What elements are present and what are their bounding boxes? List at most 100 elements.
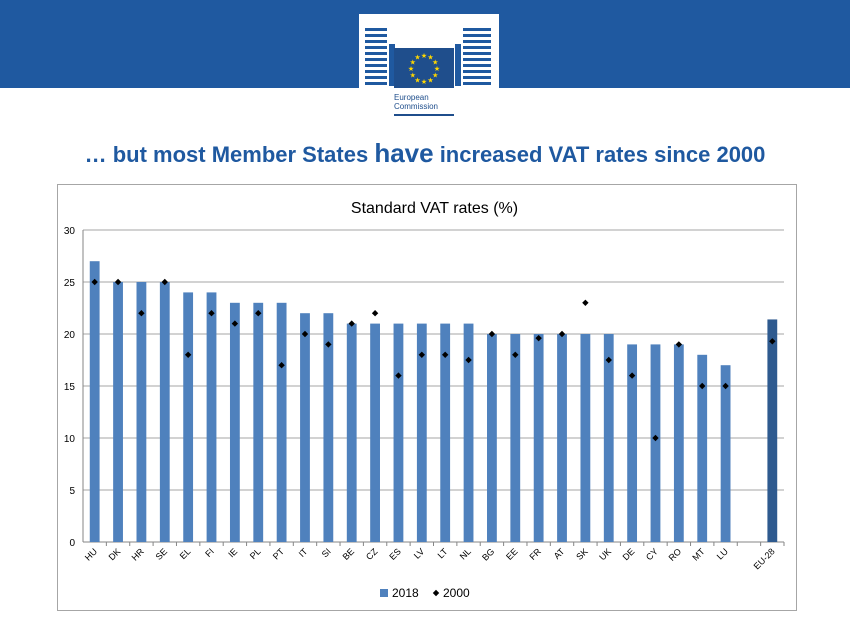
chart-title: Standard VAT rates (%) bbox=[351, 200, 518, 217]
flag-star-icon: ★ bbox=[414, 76, 420, 84]
y-tick-label: 15 bbox=[64, 382, 76, 393]
x-tick-label: ES bbox=[387, 546, 403, 562]
x-tick-label: HR bbox=[130, 546, 147, 563]
x-tick-label: DK bbox=[107, 546, 123, 562]
marker-2000-EE bbox=[512, 351, 519, 358]
marker-2000-EU-28 bbox=[769, 338, 776, 345]
x-tick-label: PL bbox=[248, 546, 263, 561]
commission-building-icon: ★ ★★★★★★★★★★★ bbox=[365, 28, 491, 88]
legend-swatch-2018 bbox=[380, 589, 388, 597]
x-tick-label: MT bbox=[690, 546, 707, 563]
marker-2000-BG bbox=[488, 330, 496, 338]
flag-star-icon: ★ bbox=[421, 78, 427, 86]
logo-line1: European bbox=[394, 93, 429, 102]
logo-line2: Commission bbox=[394, 102, 439, 111]
chart-frame bbox=[57, 184, 797, 611]
bar-2018-HR bbox=[136, 282, 147, 542]
marker-2000-RO bbox=[675, 341, 683, 348]
flag-star-icon: ★ bbox=[434, 65, 440, 73]
marker-2000-FI bbox=[208, 310, 215, 317]
legend-marker-2000 bbox=[432, 589, 440, 597]
bar-2018-LU bbox=[720, 365, 731, 542]
y-tick-label: 5 bbox=[69, 486, 75, 497]
marker-2000-MT bbox=[699, 382, 706, 390]
flag-star-icon: ★ bbox=[427, 76, 433, 84]
marker-2000-DE bbox=[628, 372, 636, 379]
x-tick-label: UK bbox=[597, 546, 613, 562]
x-tick-label: FI bbox=[203, 546, 216, 559]
x-tick-label: PT bbox=[271, 546, 287, 562]
bar-2018-DK bbox=[113, 282, 123, 542]
marker-2000-SI bbox=[325, 341, 332, 348]
marker-2000-IE bbox=[231, 320, 239, 327]
vat-rates-chart: Standard VAT rates (%) 0 5 10 15 20 25 30 HU DK HR… bbox=[64, 200, 785, 600]
bar-2018-RO bbox=[673, 344, 684, 542]
x-tick-label: NL bbox=[458, 546, 473, 561]
bar-2018-IT bbox=[300, 313, 310, 542]
bar-2018-DE bbox=[627, 344, 638, 542]
x-tick-label: SI bbox=[320, 546, 333, 559]
bar-2018-FR bbox=[533, 334, 544, 542]
marker-2000-ES bbox=[395, 372, 402, 379]
x-tick-label: HU bbox=[83, 546, 99, 562]
bar-2018-MT bbox=[697, 354, 708, 542]
marker-2000-LV bbox=[418, 351, 426, 358]
marker-2000-HU bbox=[91, 278, 98, 286]
european-commission-logo: ★ ★ ★ ★ ★ ★ ★ ★ ★ ★ ★ ★ bbox=[359, 14, 499, 118]
bar-2018-SK bbox=[580, 334, 591, 542]
flag-star-icon: ★ bbox=[421, 52, 427, 60]
x-tick-label: LT bbox=[436, 546, 450, 560]
bar-2018-EL bbox=[183, 292, 194, 542]
x-tick-label: LU bbox=[715, 546, 730, 561]
x-tick-label: EU-28 bbox=[752, 546, 777, 571]
flag-star-icon: ★ bbox=[432, 72, 438, 80]
x-tick-label: SK bbox=[574, 546, 590, 562]
headline-emphasis: have bbox=[374, 138, 434, 168]
headline-suffix: increased VAT rates since 2000 bbox=[433, 142, 766, 167]
marker-2000-SK bbox=[582, 299, 589, 306]
bar-2018-PL bbox=[253, 302, 264, 542]
bar-2018-CY bbox=[650, 344, 661, 542]
x-tick-label: CZ bbox=[364, 546, 380, 562]
flag-star-icon: ★ bbox=[410, 59, 416, 67]
bar-2018-LT bbox=[440, 323, 451, 542]
bar-2018-IE bbox=[229, 302, 240, 542]
flag-star-icon: ★ bbox=[427, 54, 433, 62]
y-tick-label: 0 bbox=[69, 538, 75, 549]
x-tick-label: AT bbox=[552, 546, 567, 561]
marker-2000-CZ bbox=[371, 310, 379, 317]
marker-2000-SE bbox=[161, 278, 168, 286]
bar-2018-BE bbox=[346, 323, 357, 542]
marker-2000-PT bbox=[278, 362, 285, 369]
x-tick-label: IT bbox=[297, 546, 310, 559]
marker-2000-UK bbox=[605, 356, 612, 364]
bar-2018-LV bbox=[416, 323, 427, 542]
legend-label-2018: 2018 bbox=[392, 586, 419, 600]
x-tick-label: EE bbox=[504, 546, 520, 562]
flag-star-icon: ★ bbox=[410, 72, 416, 80]
bar-2018-CZ bbox=[370, 323, 380, 542]
marker-2000-AT bbox=[558, 330, 566, 338]
x-tick-label: SE bbox=[154, 546, 170, 562]
bar-2018-SI bbox=[323, 313, 334, 542]
y-tick-label: 10 bbox=[64, 434, 76, 445]
bar-2018-UK bbox=[603, 334, 614, 542]
bar-2018-ES bbox=[393, 323, 404, 542]
bar-2018-NL bbox=[463, 323, 474, 542]
x-tick-label: BG bbox=[480, 546, 496, 562]
legend-label-2000: 2000 bbox=[443, 586, 470, 600]
headline-prefix: … but most Member States bbox=[84, 142, 375, 167]
x-tick-label: FR bbox=[528, 546, 544, 562]
bar-2018-HU bbox=[89, 261, 100, 542]
marker-2000-EL bbox=[184, 351, 192, 358]
logo-text: European Commission bbox=[394, 93, 438, 111]
bar-2018-BG bbox=[487, 334, 497, 542]
x-tick-label: LV bbox=[412, 546, 426, 560]
marker-2000-HR bbox=[138, 310, 145, 317]
bar-2018-EE bbox=[510, 334, 521, 542]
x-tick-label: IE bbox=[226, 546, 239, 559]
marker-2000-NL bbox=[465, 356, 472, 364]
bar-2018-AT bbox=[557, 334, 567, 542]
x-tick-label: BE bbox=[341, 546, 357, 562]
marker-2000-DK bbox=[114, 278, 122, 286]
